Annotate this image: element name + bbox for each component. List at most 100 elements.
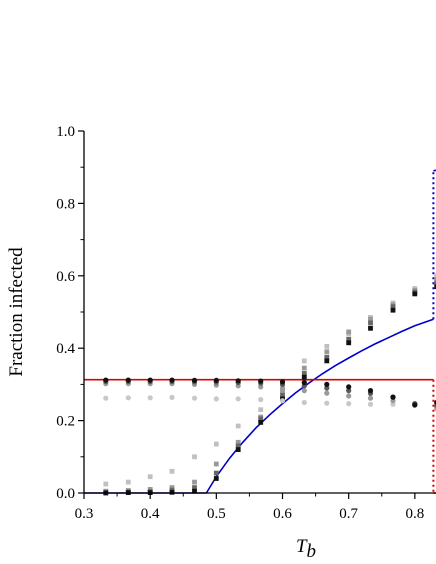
data-point-circle — [346, 388, 352, 394]
x-tick-label: 0.7 — [339, 506, 358, 522]
x-tick-label: 0.5 — [207, 506, 226, 522]
data-point-circle — [279, 398, 286, 404]
data-point-square — [346, 336, 352, 342]
data-point-circle — [301, 399, 307, 406]
data-point-square — [412, 291, 418, 297]
data-point-square — [169, 485, 175, 490]
line-0 — [84, 318, 434, 494]
data-point-square — [235, 423, 241, 429]
data-point-square — [301, 365, 307, 371]
data-point-square — [280, 392, 285, 398]
data-point-square — [192, 488, 197, 494]
data-point-square — [434, 273, 436, 279]
data-point-square — [125, 479, 131, 485]
data-point-square — [213, 461, 219, 467]
y-axis-title: Fraction infected — [6, 247, 27, 377]
axes — [83, 131, 436, 494]
data-point-circle — [367, 395, 374, 401]
data-point-circle — [301, 380, 307, 386]
data-point-square — [103, 481, 109, 487]
data-point-square — [324, 358, 330, 364]
data-point-circle — [390, 401, 396, 407]
data-point-square — [434, 280, 436, 286]
data-point-square — [434, 277, 436, 282]
data-point-square — [324, 349, 330, 355]
x-tick-label: 0.3 — [75, 506, 94, 522]
y-tick-label: 0.8 — [56, 196, 75, 212]
data-point-square — [213, 470, 219, 476]
data-point-circle — [346, 401, 352, 407]
data-point-square — [368, 325, 373, 331]
data-point-circle — [147, 377, 153, 383]
data-point-circle — [346, 393, 352, 399]
x-axis-title-subscript: b — [307, 541, 317, 562]
data-point-square — [346, 340, 352, 346]
data-point-square — [147, 474, 153, 480]
data-point-square — [192, 479, 197, 485]
data-point-circle — [235, 396, 241, 402]
data-point-square — [390, 304, 396, 309]
data-point-square — [301, 358, 307, 364]
data-point-square — [258, 407, 264, 413]
data-point-square — [434, 284, 436, 290]
x-axis-title: Tb — [296, 536, 316, 562]
y-tick-label: 0.0 — [56, 486, 75, 502]
data-point-circle — [169, 377, 175, 383]
data-point-square — [235, 439, 241, 445]
data-point-circle — [324, 385, 330, 391]
data-point-circle — [367, 401, 374, 407]
data-point-circle — [103, 377, 109, 383]
data-point-square — [280, 389, 285, 394]
data-point-square — [301, 371, 307, 376]
y-tick-label: 0.4 — [56, 341, 75, 357]
data-point-circle — [346, 384, 352, 390]
data-point-circle — [191, 395, 198, 401]
data-point-circle — [258, 384, 264, 390]
data-point-circle — [279, 386, 286, 392]
data-point-circle — [324, 400, 330, 406]
data-point-circle — [103, 395, 109, 401]
data-point-circle — [279, 379, 286, 385]
y-tick-label: 0.2 — [56, 414, 75, 430]
data-point-circle — [235, 378, 241, 384]
data-point-circle — [390, 394, 396, 400]
data-point-square — [324, 344, 330, 349]
data-point-square — [192, 454, 197, 460]
data-point-square — [258, 416, 264, 422]
data-point-circle — [213, 377, 219, 383]
data-point-square — [192, 485, 197, 490]
data-point-square — [235, 443, 241, 449]
data-point-circle — [125, 377, 131, 383]
data-point-square — [213, 476, 219, 481]
x-tick-label: 0.6 — [273, 506, 292, 522]
data-point-circle — [147, 395, 153, 401]
data-point-square — [213, 441, 219, 447]
data-point-circle — [191, 377, 198, 383]
y-tick-label: 0.6 — [56, 269, 75, 285]
data-point-circle — [213, 396, 219, 402]
data-point-square — [301, 374, 307, 380]
data-point-circle — [125, 395, 131, 401]
data-point-square — [169, 489, 175, 495]
data-point-square — [169, 468, 175, 474]
data-point-circle — [412, 402, 418, 408]
data-point-square — [346, 329, 352, 335]
marker-layer — [103, 273, 436, 496]
data-point-square — [324, 354, 330, 360]
data-point-square — [368, 316, 373, 322]
data-point-circle — [324, 390, 330, 396]
data-point-circle — [258, 397, 264, 403]
data-point-square — [235, 447, 241, 452]
y-tick-label: 1.0 — [56, 124, 75, 140]
curve-layer — [84, 169, 436, 494]
data-point-circle — [258, 378, 264, 384]
data-point-square — [390, 307, 396, 313]
data-point-circle — [390, 398, 396, 404]
x-tick-label: 0.4 — [141, 506, 160, 522]
data-point-square — [258, 420, 264, 425]
x-axis-title-main: T — [296, 536, 308, 557]
data-point-circle — [367, 388, 374, 394]
data-point-square — [368, 320, 373, 326]
x-tick-label: 0.8 — [405, 506, 424, 522]
